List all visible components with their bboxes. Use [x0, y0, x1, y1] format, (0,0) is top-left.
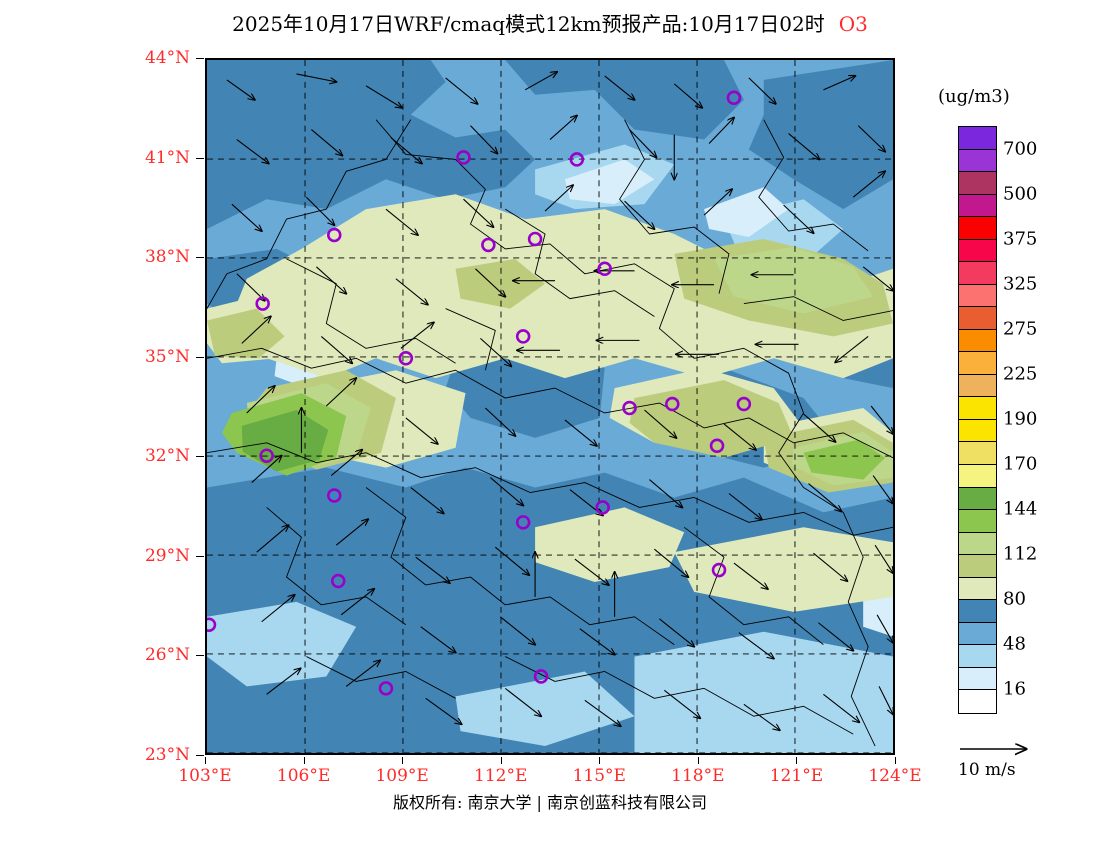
colorbar-tick-label: 700 [1003, 138, 1038, 160]
colorbar-tick-label: 275 [1003, 318, 1038, 340]
x-axis-tick [402, 757, 404, 764]
y-axis-tick [196, 655, 204, 657]
x-axis-label: 106°E [276, 766, 331, 786]
x-axis-label: 109°E [375, 766, 429, 786]
colorbar-tick-label: 80 [1003, 588, 1026, 610]
colorbar-band [959, 690, 996, 713]
y-axis-label: 32°N [144, 446, 190, 467]
colorbar-band [959, 172, 996, 195]
colorbar[interactable] [958, 126, 997, 714]
colorbar-tick-label: 325 [1003, 273, 1038, 295]
x-axis-tick [599, 757, 601, 764]
forecast-map-plot[interactable] [205, 58, 895, 755]
colorbar-band [959, 127, 996, 150]
colorbar-band [959, 239, 996, 263]
x-axis-label: 121°E [769, 766, 824, 786]
colorbar-band [959, 284, 996, 308]
colorbar-tick-label: 190 [1003, 408, 1038, 430]
y-axis-label: 26°N [144, 645, 190, 666]
colorbar-band [959, 667, 996, 691]
colorbar-band [959, 622, 996, 646]
map-raster-canvas [207, 60, 893, 753]
x-axis-tick [796, 757, 798, 764]
x-axis-tick [500, 757, 502, 764]
y-axis-label: 41°N [144, 147, 190, 168]
colorbar-band [959, 149, 996, 173]
colorbar-band [959, 510, 996, 533]
colorbar-band [959, 532, 996, 556]
colorbar-tick-label: 500 [1003, 183, 1038, 205]
x-axis-label: 124°E [868, 766, 922, 786]
wind-vectors [226, 72, 893, 730]
x-axis-tick [697, 757, 699, 764]
city-markers [207, 90, 752, 696]
colorbar-tick-label: 16 [1003, 678, 1026, 700]
colorbar-band [959, 419, 996, 443]
colorbar-band [959, 645, 996, 668]
y-axis-label: 23°N [144, 745, 190, 765]
y-axis-tick [196, 755, 204, 756]
colorbar-tick-label: 144 [1003, 498, 1038, 520]
colorbar-band [959, 329, 996, 353]
x-axis-tick [895, 757, 896, 764]
x-axis-label: 112°E [474, 766, 528, 786]
page-title: 2025年10月17日WRF/cmaq模式12km预报产品:10月17日02时 O… [0, 8, 1100, 37]
colorbar-tick-label: 48 [1003, 633, 1026, 655]
wind-scale-label: 10 m/s [958, 760, 1016, 780]
title-species-label: O3 [838, 12, 868, 36]
colorbar-band [959, 555, 996, 578]
colorbar-band [959, 577, 996, 601]
colorbar-band [959, 487, 996, 511]
y-axis-tick [196, 58, 204, 59]
y-axis-tick [196, 257, 204, 259]
title-text: 2025年10月17日WRF/cmaq模式12km预报产品:10月17日02时 [232, 12, 825, 36]
x-axis-tick [303, 757, 305, 764]
colorbar-tick-label: 375 [1003, 228, 1038, 250]
colorbar-band [959, 600, 996, 623]
x-axis-label: 103°E [178, 766, 232, 786]
arrow-right-icon [960, 740, 1038, 758]
colorbar-tick-label: 112 [1003, 543, 1038, 565]
y-axis-label: 38°N [144, 247, 190, 268]
y-axis-label: 29°N [144, 545, 190, 566]
x-axis-label: 115°E [572, 766, 626, 786]
y-axis-tick [196, 456, 204, 458]
copyright-footer: 版权所有: 南京大学 | 南京创蓝科技有限公司 [392, 793, 708, 812]
colorbar-band [959, 262, 996, 285]
colorbar-tick-label: 225 [1003, 363, 1038, 385]
colorbar-units-label: (ug/m3) [938, 86, 1010, 107]
x-axis-tick [205, 757, 206, 764]
colorbar-band [959, 217, 996, 240]
wind-scale-key: 10 m/s [958, 740, 1088, 786]
colorbar-band [959, 397, 996, 420]
y-axis-tick [196, 157, 204, 159]
y-axis-tick [196, 356, 204, 358]
colorbar-band [959, 352, 996, 375]
colorbar-band [959, 374, 996, 398]
colorbar-band [959, 194, 996, 218]
y-axis-tick [196, 555, 204, 557]
y-axis-label: 44°N [144, 48, 190, 68]
colorbar-band [959, 464, 996, 488]
x-axis-label: 118°E [671, 766, 725, 786]
colorbar-band [959, 442, 996, 465]
colorbar-tick-label: 170 [1003, 453, 1038, 475]
graticule [207, 60, 893, 753]
colorbar-band [959, 307, 996, 330]
y-axis-label: 35°N [144, 346, 190, 367]
